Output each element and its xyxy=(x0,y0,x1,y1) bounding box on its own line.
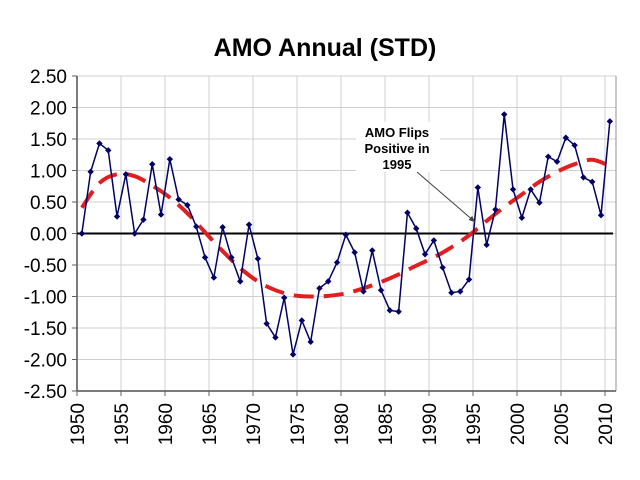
data-point-marker xyxy=(360,288,367,295)
x-tick-label: 1970 xyxy=(244,403,265,445)
data-point-marker xyxy=(219,224,226,231)
data-point-marker xyxy=(281,294,288,301)
data-point-marker xyxy=(545,153,552,160)
data-point-marker xyxy=(289,351,297,358)
data-point-marker xyxy=(316,285,323,292)
y-tick-label: 2.50 xyxy=(30,67,67,88)
data-point-marker xyxy=(386,307,394,314)
data-point-marker xyxy=(228,254,235,261)
data-point-marker xyxy=(589,178,596,186)
data-point-marker xyxy=(351,249,358,256)
trend-series xyxy=(80,157,611,299)
data-point-marker xyxy=(404,209,411,216)
x-tick-label: 1995 xyxy=(464,403,485,445)
annotation-text: AMO Flips xyxy=(365,125,429,140)
data-point-marker xyxy=(245,221,253,228)
data-point-marker xyxy=(78,230,86,237)
data-point-marker xyxy=(166,155,174,163)
y-axis-ticks: 2.50 2.00 1.50 1.00 0.50 0.00 -0.50 -1.00 -1.50 -… xyxy=(24,67,77,403)
data-point-marker xyxy=(430,237,438,244)
y-tick-label: -1.00 xyxy=(24,288,67,309)
data-point-marker xyxy=(518,214,526,221)
y-tick-label: -1.50 xyxy=(24,319,67,340)
data-point-marker xyxy=(413,225,420,232)
annotation-text: 1995 xyxy=(383,157,412,172)
annotation-bg xyxy=(356,122,440,172)
data-point-marker xyxy=(140,216,147,223)
data-point-marker xyxy=(501,111,508,118)
x-tick-label: 1955 xyxy=(112,403,133,445)
y-tick-label: 1.50 xyxy=(30,130,67,151)
data-point-marker xyxy=(483,241,490,249)
annotation-arrow xyxy=(416,171,476,223)
data-point-marker xyxy=(342,231,350,238)
x-tick-label: 1980 xyxy=(332,403,353,445)
y-tick-label: 0.50 xyxy=(30,193,67,214)
data-point-marker xyxy=(439,264,446,271)
amo-series xyxy=(78,111,614,358)
data-point-marker xyxy=(201,254,209,261)
data-point-marker xyxy=(597,212,605,219)
data-point-marker xyxy=(333,259,341,266)
data-point-marker xyxy=(307,338,314,346)
chart-title: AMO Annual (STD) xyxy=(214,34,437,62)
data-point-marker xyxy=(96,140,103,147)
data-point-marker xyxy=(474,184,482,191)
data-point-marker xyxy=(175,196,182,203)
data-point-marker xyxy=(395,308,402,315)
data-point-marker xyxy=(298,317,306,324)
x-tick-label: 1975 xyxy=(288,403,309,445)
y-tick-label: 2.00 xyxy=(30,99,67,120)
data-point-marker xyxy=(113,213,121,220)
data-point-marker xyxy=(193,223,200,230)
data-point-marker xyxy=(122,171,130,178)
data-point-marker xyxy=(421,251,429,258)
data-point-marker xyxy=(254,255,262,262)
data-point-marker xyxy=(580,174,587,181)
data-point-marker xyxy=(272,334,279,341)
y-tick-label: -2.50 xyxy=(24,382,67,403)
data-point-marker xyxy=(377,287,385,294)
x-tick-label: 1950 xyxy=(68,403,89,445)
x-tick-label: 2000 xyxy=(508,403,529,445)
y-tick-label: -2.00 xyxy=(24,351,67,372)
data-point-marker xyxy=(369,247,376,254)
data-point-marker xyxy=(536,199,543,206)
data-point-marker xyxy=(457,288,464,295)
data-point-marker xyxy=(131,230,138,237)
data-point-marker xyxy=(210,274,218,281)
x-tick-label: 2010 xyxy=(596,403,617,445)
x-tick-label: 1965 xyxy=(200,403,221,445)
data-point-marker xyxy=(263,320,270,327)
annotation-text: Positive in xyxy=(364,141,429,156)
x-tick-label: 1960 xyxy=(156,403,177,445)
x-axis-ticks: 1950 1955 1960 1965 1970 1975 1980 1985 1990 1995… xyxy=(68,391,617,445)
data-point-marker xyxy=(157,211,165,218)
data-point-marker xyxy=(87,168,94,175)
y-tick-label: 0.00 xyxy=(30,225,67,246)
data-point-marker xyxy=(465,276,473,283)
x-tick-label: 1985 xyxy=(376,403,397,445)
data-point-marker xyxy=(492,206,499,213)
x-tick-label: 2005 xyxy=(552,403,573,445)
data-point-marker xyxy=(606,118,614,125)
trend-line xyxy=(80,157,611,299)
data-point-marker xyxy=(184,201,191,209)
arrowhead-icon xyxy=(468,215,476,223)
data-point-marker xyxy=(325,278,332,285)
data-point-marker xyxy=(562,134,570,141)
data-point-marker xyxy=(527,186,534,193)
y-tick-label: -0.50 xyxy=(24,256,67,277)
data-point-marker xyxy=(448,289,455,296)
data-point-marker xyxy=(553,158,561,165)
y-tick-label: 1.00 xyxy=(30,162,67,183)
x-tick-label: 1990 xyxy=(420,403,441,445)
data-point-marker xyxy=(237,278,244,285)
data-point-marker xyxy=(509,186,517,193)
data-point-marker xyxy=(105,147,112,154)
data-point-marker xyxy=(571,142,578,149)
data-point-marker xyxy=(149,161,156,168)
